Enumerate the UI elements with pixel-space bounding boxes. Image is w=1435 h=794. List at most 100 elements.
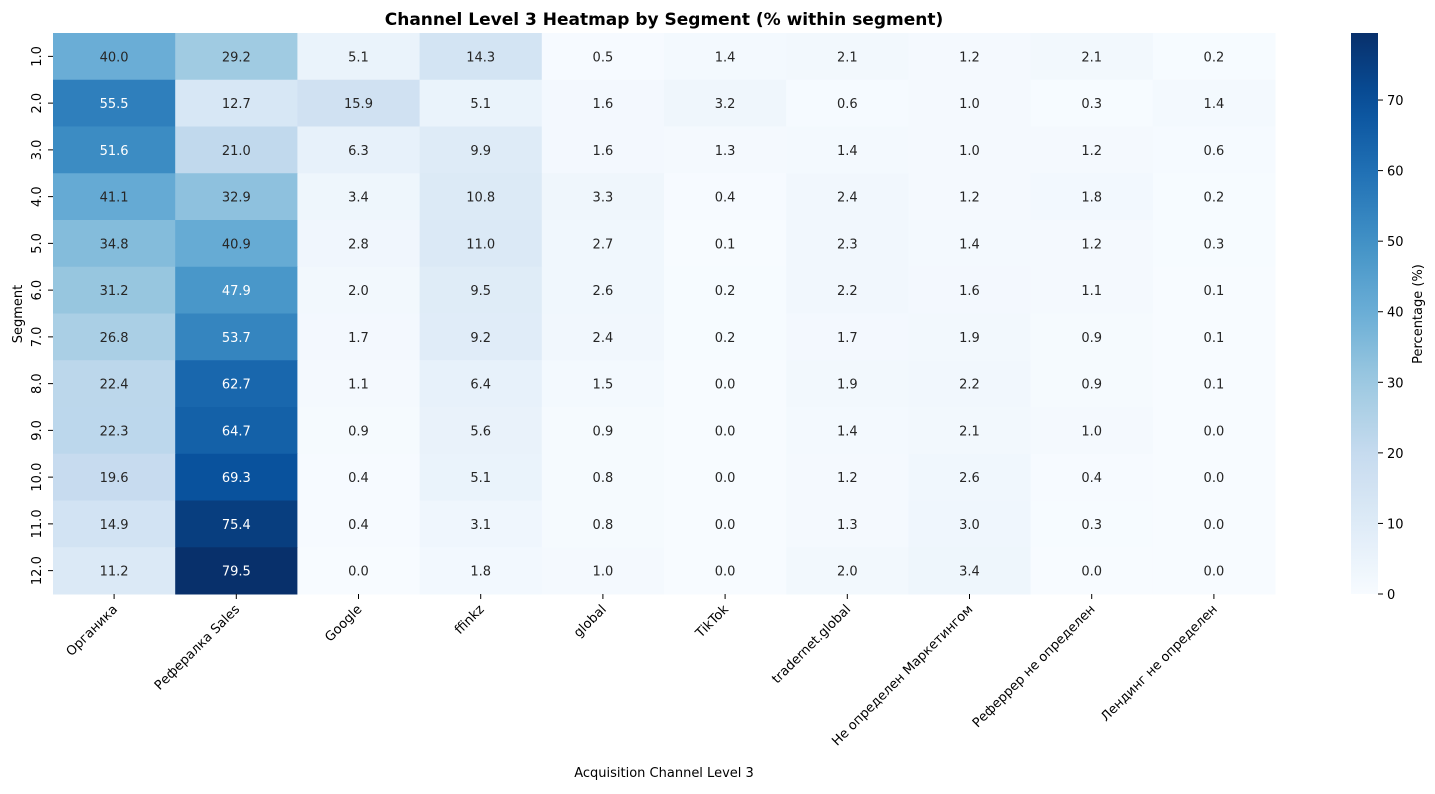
cell-value-label: 53.7	[222, 331, 251, 346]
cell-value-label: 0.2	[1204, 191, 1225, 206]
heatmap-cell	[175, 453, 298, 501]
x-tick-label: ffinkz	[452, 602, 488, 638]
cell-value-label: 5.1	[470, 471, 491, 486]
heatmap-cell	[175, 313, 298, 361]
colorbar-tick-label: 50	[1387, 235, 1404, 250]
cell-value-label: 47.9	[222, 284, 251, 299]
cell-value-label: 29.2	[222, 50, 251, 65]
heatmap-cell	[1152, 547, 1276, 595]
cell-value-label: 22.3	[100, 424, 129, 439]
heatmap-cell	[541, 313, 665, 361]
heatmap-cell	[1030, 173, 1154, 221]
heatmap-cell	[175, 500, 298, 548]
heatmap-cell	[908, 173, 1032, 221]
y-tick-label: 4.0	[30, 186, 45, 207]
heatmap-cell	[786, 79, 909, 127]
cell-value-label: 2.1	[837, 50, 858, 65]
heatmap-cell	[1152, 173, 1276, 221]
cell-value-label: 1.3	[715, 144, 736, 159]
cell-value-label: 0.9	[348, 424, 369, 439]
cell-value-label: 0.0	[1204, 565, 1225, 580]
cell-value-label: 32.9	[222, 191, 251, 206]
cell-value-label: 11.2	[100, 565, 129, 580]
cell-value-label: 1.8	[470, 565, 491, 580]
colorbar-label: Percentage (%)	[1411, 264, 1426, 364]
heatmap-cell	[541, 126, 665, 174]
cell-value-label: 31.2	[100, 284, 129, 299]
heatmap-cell	[664, 220, 787, 268]
y-tick-label: 1.0	[30, 46, 45, 67]
cell-value-label: 1.0	[959, 144, 980, 159]
cell-value-label: 0.0	[715, 471, 736, 486]
y-tick-label: 12.0	[30, 556, 45, 585]
cell-value-label: 9.9	[470, 144, 491, 159]
heatmap-cell	[786, 266, 909, 314]
cell-value-label: 22.4	[100, 378, 129, 393]
x-axis: Органика Рефералка Sales Google ffinkz globa…	[64, 594, 1221, 749]
heatmap-cell	[53, 33, 176, 81]
heatmap-cell	[175, 266, 298, 314]
cell-value-label: 0.8	[593, 471, 614, 486]
heatmap-cell	[419, 126, 543, 174]
cell-value-label: 1.6	[593, 144, 614, 159]
cell-value-label: 0.3	[1204, 237, 1225, 252]
cell-value-label: 1.7	[348, 331, 369, 346]
y-tick-label: 6.0	[30, 280, 45, 301]
heatmap-cell	[908, 360, 1032, 408]
heatmap-cell	[541, 266, 665, 314]
heatmap-annotations: 40.0 29.2 5.1 14.3 0.5 1.4 2.1 1.2 2.1 0.2 55.5 12.…	[100, 50, 1225, 579]
heatmap-cell	[419, 173, 543, 221]
cell-value-label: 1.6	[593, 97, 614, 112]
heatmap-cell	[1030, 360, 1154, 408]
cell-value-label: 1.2	[959, 191, 980, 206]
cell-value-label: 0.0	[1081, 565, 1102, 580]
heatmap-cell	[1152, 126, 1276, 174]
heatmap-cell	[908, 126, 1032, 174]
y-tick-label: 11.0	[30, 509, 45, 538]
cell-value-label: 1.8	[1081, 191, 1102, 206]
cell-value-label: 41.1	[100, 191, 129, 206]
heatmap-cell	[1030, 313, 1154, 361]
cell-value-label: 0.9	[1081, 378, 1102, 393]
colorbar-tick-label: 0	[1387, 588, 1395, 603]
heatmap-cell	[541, 500, 665, 548]
heatmap-cell	[297, 266, 421, 314]
cell-value-label: 0.0	[1204, 518, 1225, 533]
y-tick-label: 10.0	[30, 463, 45, 492]
heatmap-cell	[175, 33, 298, 81]
y-tick-label: 5.0	[30, 233, 45, 254]
cell-value-label: 3.0	[959, 518, 980, 533]
heatmap-cell	[786, 500, 909, 548]
heatmap-cell	[1152, 220, 1276, 268]
cell-value-label: 3.4	[959, 565, 980, 580]
x-tick-label: Google	[322, 602, 365, 645]
cell-value-label: 6.4	[470, 378, 491, 393]
x-tick-label: Рефералка Sales	[152, 602, 243, 693]
heatmap-cell	[1152, 79, 1276, 127]
cell-value-label: 1.4	[1204, 97, 1225, 112]
cell-value-label: 0.4	[348, 471, 369, 486]
heatmap-cell	[786, 453, 909, 501]
heatmap-cell	[541, 547, 665, 595]
heatmap-cell	[53, 79, 176, 127]
heatmap-cell	[1030, 126, 1154, 174]
colorbar-tick-label: 60	[1387, 165, 1404, 180]
cell-value-label: 0.1	[1204, 331, 1225, 346]
heatmap-cell	[786, 220, 909, 268]
cell-value-label: 0.4	[1081, 471, 1102, 486]
cell-value-label: 1.3	[837, 518, 858, 533]
heatmap-cell	[664, 173, 787, 221]
cell-value-label: 1.6	[959, 284, 980, 299]
heatmap-cell	[175, 79, 298, 127]
cell-value-label: 1.4	[837, 424, 858, 439]
cell-value-label: 1.4	[715, 50, 736, 65]
heatmap-cell	[908, 33, 1032, 81]
cell-value-label: 19.6	[100, 471, 129, 486]
cell-value-label: 2.4	[593, 331, 614, 346]
heatmap-cell	[53, 266, 176, 314]
cell-value-label: 2.6	[593, 284, 614, 299]
cell-value-label: 0.2	[1204, 50, 1225, 65]
cell-value-label: 1.4	[837, 144, 858, 159]
heatmap-cell	[297, 547, 421, 595]
heatmap-cell	[786, 547, 909, 595]
